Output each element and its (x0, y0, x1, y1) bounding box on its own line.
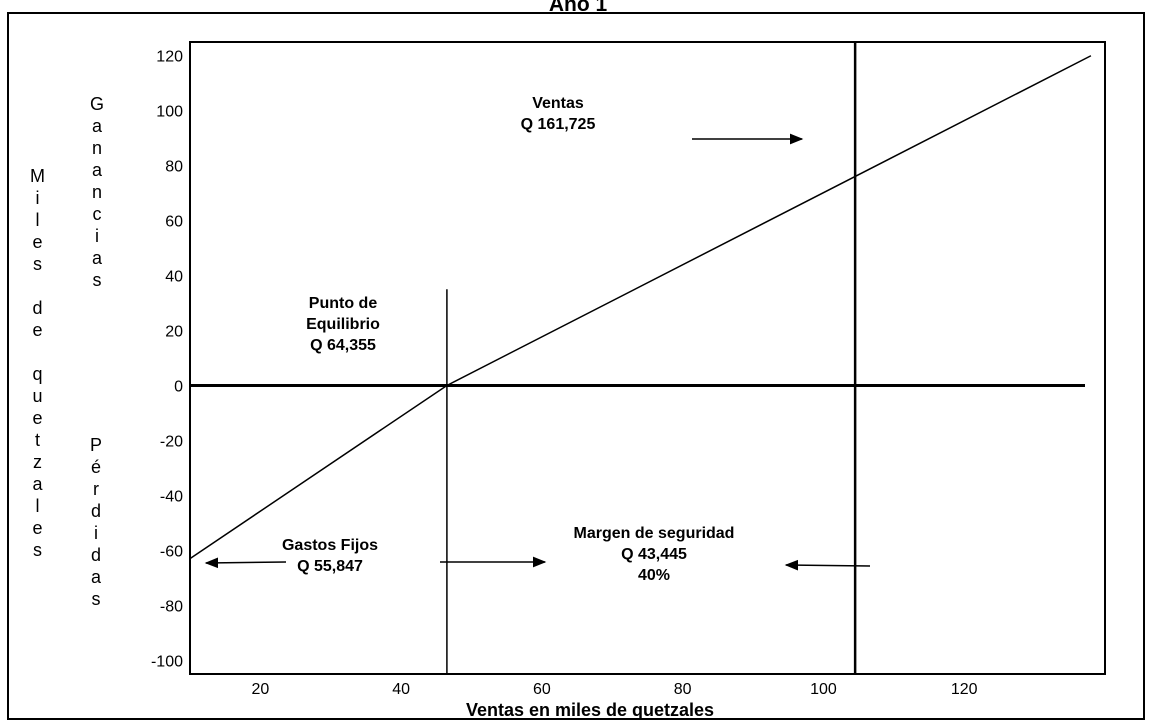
axis-label-letter: i (35, 188, 40, 208)
annotation-punto-equilibrio: Equilibrio (306, 316, 380, 333)
annotation-ventas: Ventas (532, 95, 584, 112)
axis-label-letter: r (93, 479, 99, 499)
axis-label-letter: i (94, 523, 98, 543)
arrow (204, 557, 287, 569)
axis-label-letter: G (90, 94, 105, 114)
axis-label-letter: a (91, 567, 102, 587)
axis-label-letter: d (91, 501, 102, 521)
axis-label-letter: s (33, 540, 42, 560)
axis-label-letter: e (32, 408, 43, 428)
y-tick-label: -40 (160, 488, 183, 505)
x-tick-label: 120 (951, 681, 978, 698)
arrow (784, 559, 871, 571)
x-tick-label: 100 (810, 681, 837, 698)
y-tick-label: -20 (160, 433, 183, 450)
axis-label-letter: d (32, 298, 43, 318)
annotation-ventas: Q 161,725 (521, 116, 596, 133)
chart-title: Año 1 (549, 0, 608, 16)
y-tick-label: -80 (160, 598, 183, 615)
axis-label-letter: e (32, 518, 43, 538)
axis-label-letter: e (32, 232, 43, 252)
axis-label-letter: s (92, 270, 102, 290)
axis-label-letter: s (91, 589, 101, 609)
x-tick-label: 60 (533, 681, 551, 698)
x-tick-label: 40 (392, 681, 410, 698)
axis-label-letter: l (35, 496, 40, 516)
y-tick-label: 100 (156, 104, 183, 121)
sales-revenue-line (189, 55, 1092, 560)
y-tick-label: 20 (165, 324, 183, 341)
axis-label-letter: t (34, 430, 40, 450)
y-tick-label: 120 (156, 49, 183, 66)
axis-label-letter: s (33, 254, 42, 274)
axis-label-letter: n (92, 138, 103, 158)
annotation-punto-equilibrio: Q 64,355 (310, 337, 376, 354)
axis-label-letter: a (92, 116, 103, 136)
x-tick-label: 20 (251, 681, 269, 698)
y-tick-label: -60 (160, 543, 183, 560)
annotation-punto-equilibrio: Punto de (309, 295, 378, 312)
y-tick-label: 60 (165, 214, 183, 231)
annotation-margen-seguridad: Margen de seguridad (574, 525, 735, 542)
annotation-margen-seguridad: 40% (638, 567, 670, 584)
annotation-gastos-fijos: Gastos Fijos (282, 537, 378, 554)
y-tick-label: 80 (165, 159, 183, 176)
x-axis-label: Ventas en miles de quetzales (466, 700, 714, 720)
axis-label-letter: z (33, 452, 42, 472)
axis-label-letter: a (92, 160, 103, 180)
plot-area (189, 41, 1106, 675)
y-tick-label: -100 (151, 653, 183, 670)
axis-label-letter: u (32, 386, 43, 406)
axis-label-letter: M (30, 166, 45, 186)
annotation-margen-seguridad: Q 43,445 (621, 546, 687, 563)
axis-label-letter: n (92, 182, 103, 202)
y-tick-label: 0 (174, 378, 183, 395)
axis-label-letter: e (32, 320, 43, 340)
axis-label-letter: q (32, 364, 43, 384)
axis-label-letter: l (35, 210, 40, 230)
x-tick-label: 80 (674, 681, 692, 698)
y-tick-label: 40 (165, 269, 183, 286)
axis-label-letter: c (92, 204, 102, 224)
axis-label-letter: a (92, 248, 103, 268)
chart-border (7, 12, 1145, 720)
axis-label-letter: d (91, 545, 102, 565)
annotation-gastos-fijos: Q 55,847 (297, 558, 363, 575)
axis-label-letter: i (95, 226, 99, 246)
axis-label-letter: é (91, 457, 102, 477)
axis-label-letter: P (90, 435, 103, 455)
axis-label-letter: a (32, 474, 43, 494)
